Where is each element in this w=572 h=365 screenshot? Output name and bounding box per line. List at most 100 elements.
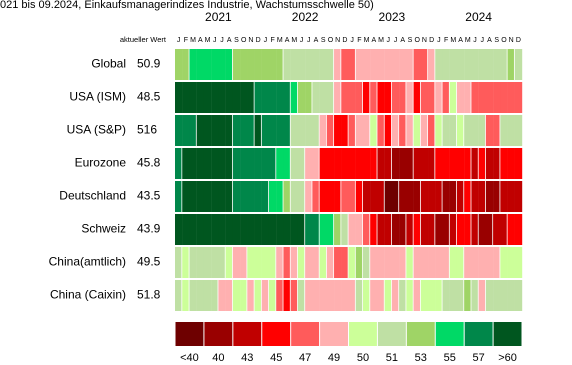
legend-label: 51 <box>386 352 398 364</box>
heat-cell <box>319 148 328 179</box>
heat-cell <box>175 82 183 113</box>
heat-cell <box>485 214 493 245</box>
heat-cell <box>456 148 465 179</box>
heat-cell <box>500 214 507 245</box>
heat-cell <box>182 82 190 113</box>
month-label: J <box>480 37 484 44</box>
heat-cell <box>240 214 248 245</box>
heat-cell <box>420 115 428 146</box>
heat-cell <box>261 181 269 212</box>
month-label: M <box>291 37 297 44</box>
heat-cell <box>247 280 254 311</box>
heat-cell <box>478 214 487 245</box>
legend-swatch <box>377 322 406 346</box>
heat-cell <box>514 115 523 146</box>
heat-cell <box>456 280 464 311</box>
heat-cell <box>391 115 399 146</box>
heat-cell <box>247 214 255 245</box>
heat-cell <box>218 280 226 311</box>
heat-cell <box>362 148 371 179</box>
heat-cell <box>384 49 393 80</box>
heat-cell <box>413 247 421 278</box>
heat-cell <box>240 247 247 278</box>
heat-cell <box>456 49 465 80</box>
month-label: S <box>408 37 413 44</box>
heat-cell <box>283 148 290 179</box>
heat-cell <box>471 82 479 113</box>
legend-label: 49 <box>328 352 340 364</box>
heat-cell <box>305 82 312 113</box>
heat-cell <box>435 280 442 311</box>
heat-cell <box>196 49 205 80</box>
heat-cell <box>341 82 349 113</box>
heat-cell <box>254 247 262 278</box>
month-label: A <box>227 37 232 44</box>
row-label: Global <box>91 57 126 71</box>
heat-cell <box>435 82 442 113</box>
heat-cell <box>355 82 363 113</box>
heat-cell <box>399 280 406 311</box>
heat-cell <box>232 49 241 80</box>
heat-cell <box>500 247 508 278</box>
legend-label: >60 <box>498 352 517 364</box>
heat-cell <box>355 115 364 146</box>
legend-label: <40 <box>180 352 199 364</box>
heat-cell <box>211 82 219 113</box>
heat-cell <box>276 181 283 212</box>
heat-cell <box>232 181 241 212</box>
heat-cell <box>428 148 435 179</box>
heat-cell <box>471 181 479 212</box>
heat-cell <box>232 148 241 179</box>
heat-cell <box>175 247 182 278</box>
heat-cell <box>247 49 255 80</box>
heat-cell <box>211 247 219 278</box>
heat-cell <box>218 49 226 80</box>
month-label: M <box>364 37 370 44</box>
heat-cell <box>261 247 270 278</box>
heat-cell <box>276 247 283 278</box>
heat-cell <box>254 115 261 146</box>
heat-cell <box>305 49 313 80</box>
heat-cell <box>413 214 420 245</box>
heat-cell <box>247 181 255 212</box>
row-label: Deutschland <box>59 189 126 203</box>
heat-cell <box>218 214 226 245</box>
heat-cell <box>290 82 298 113</box>
heat-cell <box>175 214 183 245</box>
heat-cell <box>464 280 471 311</box>
heat-cell <box>420 280 429 311</box>
heat-cell <box>399 247 406 278</box>
heat-cell <box>211 148 219 179</box>
legend-swatch <box>349 322 377 346</box>
heat-cell <box>485 247 494 278</box>
month-label: M <box>450 37 456 44</box>
heat-cell <box>203 115 212 146</box>
heat-cell <box>377 280 384 311</box>
row-label: Schweiz <box>81 222 126 236</box>
heat-cell <box>456 181 464 212</box>
heat-cell <box>175 181 182 212</box>
heat-cell <box>312 82 320 113</box>
month-label: A <box>198 37 203 44</box>
heat-cell <box>384 148 392 179</box>
month-label: M <box>277 37 283 44</box>
heat-cell <box>312 247 319 278</box>
legend-label: 57 <box>473 352 485 364</box>
heat-cell <box>341 181 349 212</box>
heat-cell <box>203 280 212 311</box>
current-value: 51.8 <box>137 288 161 302</box>
heat-cell <box>493 115 500 146</box>
current-value: 516 <box>137 123 157 137</box>
heat-cell <box>507 214 515 245</box>
month-label: D <box>256 37 261 44</box>
month-label: J <box>350 37 354 44</box>
heat-cell <box>268 247 276 278</box>
heat-cell <box>305 214 313 245</box>
heat-cell <box>348 148 356 179</box>
heat-cell <box>254 280 261 311</box>
heat-cell <box>464 181 471 212</box>
heat-cell <box>471 49 479 80</box>
heat-cell <box>377 214 385 245</box>
heat-cell <box>319 247 327 278</box>
heat-cell <box>355 214 363 245</box>
